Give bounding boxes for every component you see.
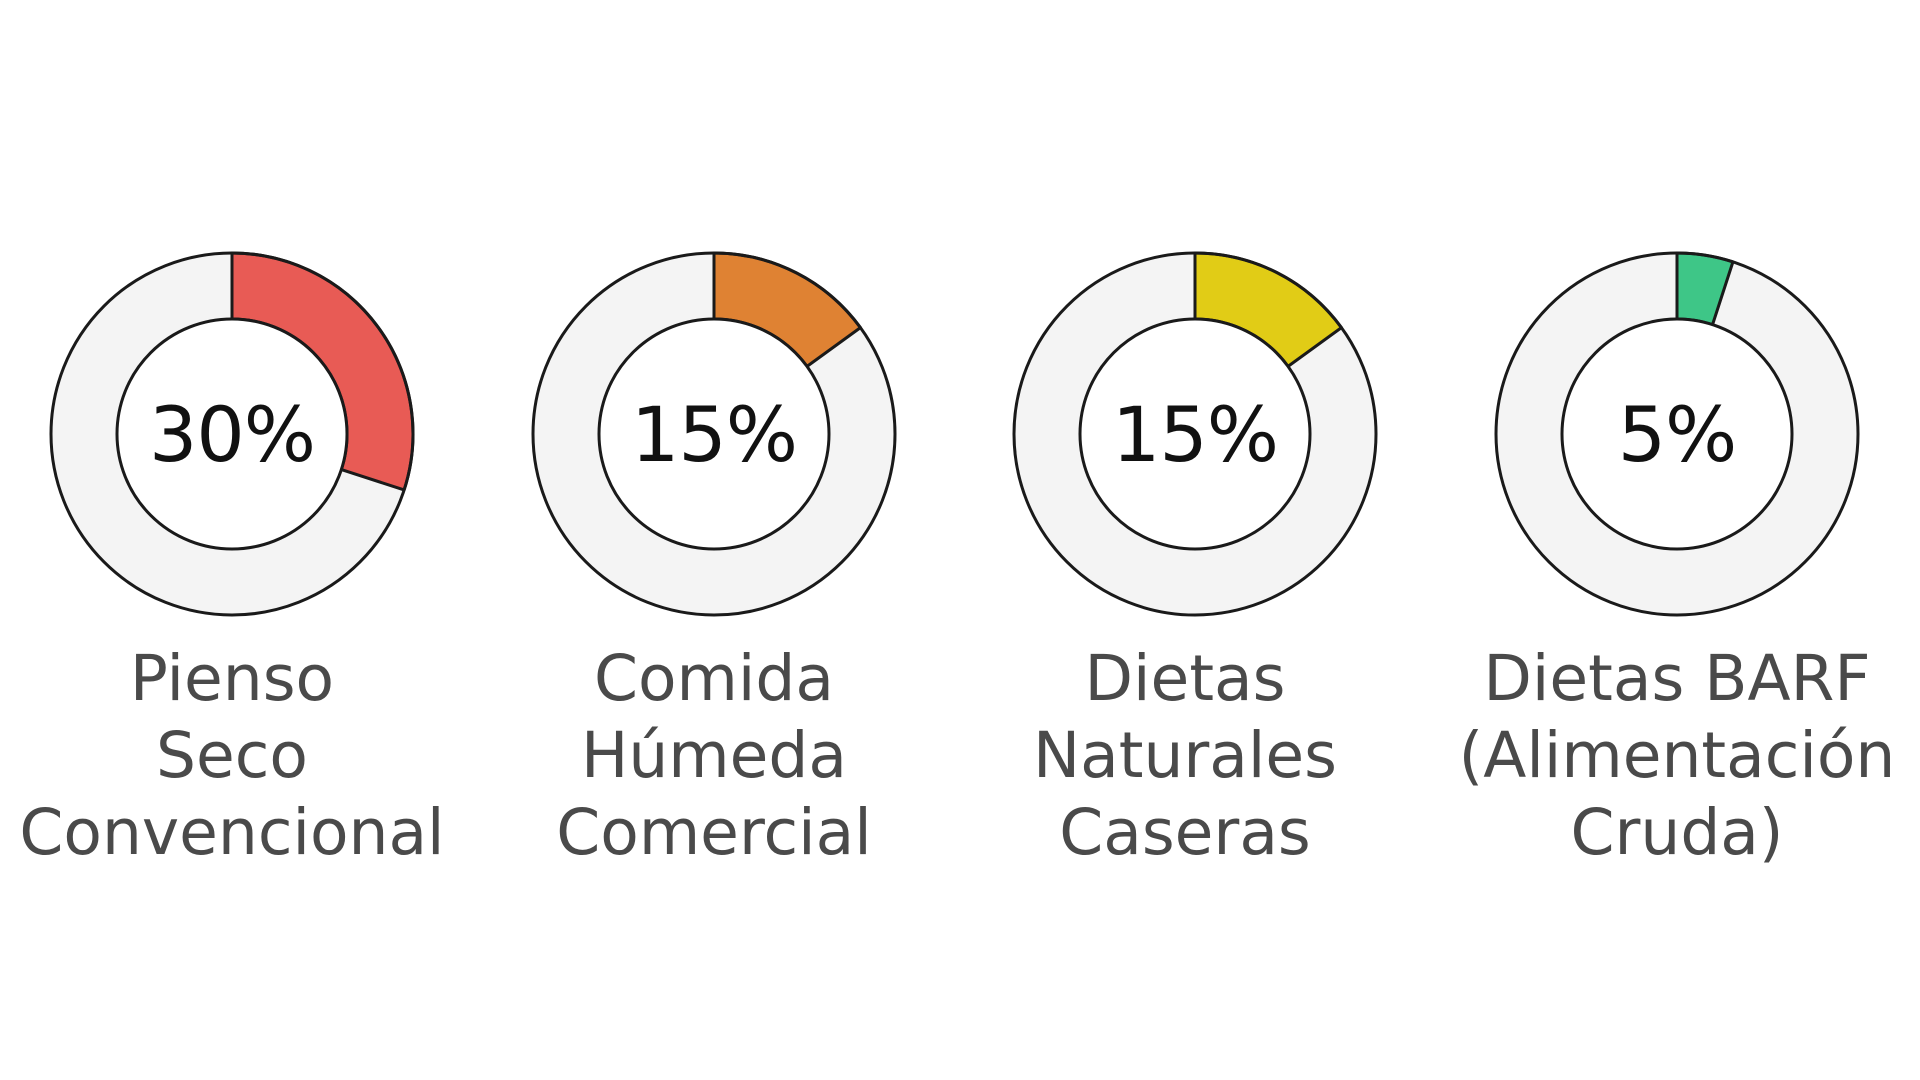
donut-3-outer-outline bbox=[1012, 251, 1378, 617]
donut-chart-3: 15% bbox=[1012, 251, 1378, 617]
donut-1-caption: Pienso Seco Convencional bbox=[0, 640, 472, 871]
donut-1-caption-line-2: Seco bbox=[156, 719, 308, 792]
donut-1-caption-line-1: Pienso bbox=[129, 642, 335, 715]
donut-4-caption-line-2: (Alimentación bbox=[1458, 719, 1896, 792]
donut-2-caption-line-2: Húmeda bbox=[580, 719, 848, 792]
donut-3-caption: Dietas Naturales Caseras bbox=[945, 640, 1425, 871]
donut-4-caption-line-3: Cruda) bbox=[1570, 796, 1784, 869]
donut-3-graphic bbox=[1012, 251, 1378, 617]
donut-chart-4: 5% bbox=[1494, 251, 1860, 617]
donut-3-caption-line-2: Naturales bbox=[1033, 719, 1337, 792]
donut-4-caption-line-1: Dietas BARF bbox=[1483, 642, 1871, 715]
donut-4-inner-hole bbox=[1560, 317, 1794, 551]
donut-2-graphic bbox=[531, 251, 897, 617]
donut-2-inner-hole bbox=[597, 317, 831, 551]
donut-2-outer-outline bbox=[531, 251, 897, 617]
donut-2-caption-line-3: Comercial bbox=[556, 796, 872, 869]
donut-2-caption-line-1: Comida bbox=[593, 642, 834, 715]
donut-4-outer-outline bbox=[1494, 251, 1860, 617]
donut-4-track bbox=[1496, 253, 1858, 615]
donut-4-graphic bbox=[1494, 251, 1860, 617]
donut-4-caption: Dietas BARF (Alimentación Cruda) bbox=[1437, 640, 1917, 871]
donut-2-caption: Comida Húmeda Comercial bbox=[474, 640, 954, 871]
donut-1-inner-hole bbox=[115, 317, 349, 551]
donut-chart-1: 30% bbox=[49, 251, 415, 617]
donut-chart-2: 15% bbox=[531, 251, 897, 617]
donut-3-inner-hole bbox=[1078, 317, 1312, 551]
donut-1-caption-line-3: Convencional bbox=[19, 796, 445, 869]
donut-3-caption-line-1: Dietas bbox=[1084, 642, 1286, 715]
donut-3-caption-line-3: Caseras bbox=[1059, 796, 1311, 869]
donut-1-graphic bbox=[49, 251, 415, 617]
donut-1-outer-outline bbox=[49, 251, 415, 617]
